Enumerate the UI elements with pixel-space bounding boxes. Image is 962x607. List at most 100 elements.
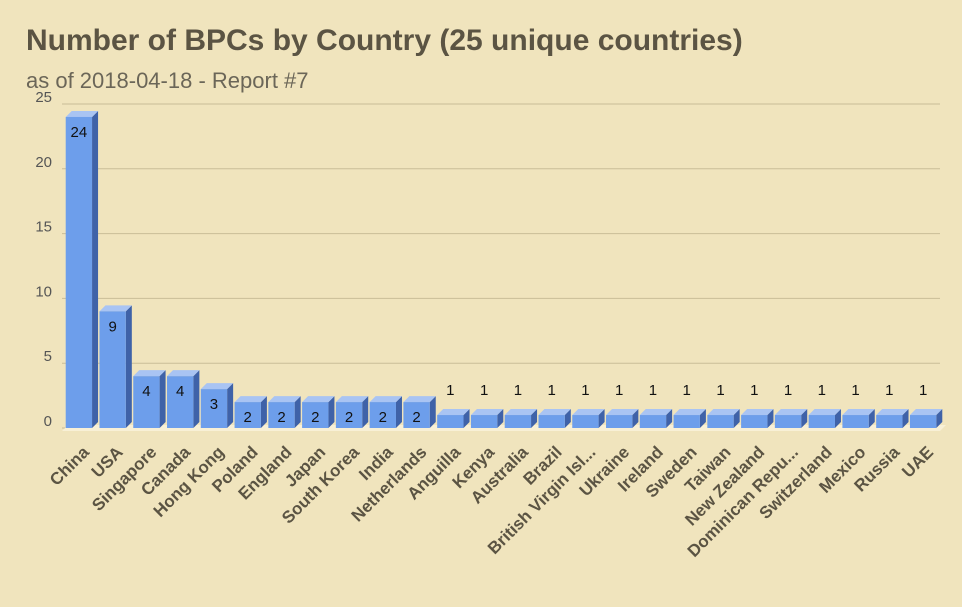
bar-front (437, 415, 464, 428)
bar-top (99, 305, 132, 312)
bar (538, 409, 571, 428)
value-label: 4 (142, 383, 150, 400)
value-label: 1 (818, 382, 826, 399)
bar-top (234, 396, 267, 403)
bar-side (699, 409, 706, 428)
chart-subtitle: as of 2018-04-18 - Report #7 (26, 68, 309, 93)
value-label: 1 (784, 382, 792, 399)
bar-front (504, 415, 532, 428)
bar-front (538, 415, 565, 428)
bar-side (834, 409, 841, 428)
bar-side (260, 396, 267, 428)
bar-front (707, 415, 734, 428)
bar-side (362, 396, 369, 428)
bar-side (227, 383, 234, 428)
value-label: 2 (345, 409, 353, 426)
value-label: 2 (277, 409, 285, 426)
bar (167, 370, 200, 428)
bar (335, 396, 369, 428)
bar (606, 409, 639, 428)
bar-side (395, 396, 402, 428)
bar-side (598, 409, 605, 428)
value-label: 1 (514, 382, 522, 399)
bar-top (741, 409, 774, 416)
bar-front (403, 402, 430, 428)
bar-side (429, 396, 436, 428)
bar (673, 409, 706, 428)
bar-top (133, 370, 166, 377)
bar (369, 396, 402, 428)
bar-top (606, 409, 639, 416)
bar-front (167, 376, 194, 428)
value-label: 1 (480, 382, 488, 399)
bar (234, 396, 267, 428)
bar-side (767, 409, 774, 428)
value-label: 1 (615, 382, 623, 399)
bar (741, 409, 774, 428)
bar-front (99, 311, 126, 428)
y-tick-label: 10 (35, 283, 52, 300)
bar-side (902, 409, 909, 428)
bar-front (774, 415, 802, 428)
value-label: 2 (379, 409, 387, 426)
bar (437, 409, 470, 428)
bar (572, 409, 605, 428)
bar (707, 409, 740, 428)
bar (808, 409, 841, 428)
bar-top (808, 409, 841, 416)
bar-front (470, 415, 498, 428)
bar (268, 396, 301, 428)
bar (909, 409, 943, 428)
bar-top (538, 409, 571, 416)
bar (639, 409, 673, 428)
bar-side (294, 396, 301, 428)
bar-front (876, 415, 903, 428)
bar (842, 409, 875, 428)
bar-side (801, 409, 808, 428)
bar-side (497, 409, 504, 428)
bar-side (632, 409, 639, 428)
y-tick-label: 25 (35, 89, 52, 106)
bar-top (639, 409, 673, 416)
bar-front (133, 376, 160, 428)
bar-side (868, 409, 875, 428)
value-label: 9 (108, 318, 116, 335)
bar-front (200, 389, 228, 428)
bar-front (909, 415, 937, 428)
value-label: 2 (412, 409, 420, 426)
bar-front (335, 402, 363, 428)
bar (403, 396, 436, 428)
bar-front (369, 402, 396, 428)
bar-top (65, 110, 99, 117)
bar-front (234, 402, 261, 428)
chart-title: Number of BPCs by Country (25 unique cou… (26, 24, 743, 57)
value-label: 2 (244, 409, 252, 426)
bar-front (639, 415, 667, 428)
bar-top (673, 409, 706, 416)
bar-top (504, 409, 538, 416)
bar-side (666, 409, 673, 428)
bar (876, 409, 909, 428)
value-label: 1 (750, 382, 758, 399)
bar-side (936, 409, 943, 428)
bar-top (403, 396, 436, 403)
bar (470, 409, 504, 428)
bar-top (335, 396, 369, 403)
bar (99, 305, 132, 428)
bar-top (470, 409, 504, 416)
bar-top (572, 409, 605, 416)
y-tick-label: 0 (44, 413, 52, 430)
bar-top (876, 409, 909, 416)
value-label: 1 (547, 382, 555, 399)
bar-front (808, 415, 835, 428)
bar-front (65, 116, 93, 429)
bar (133, 370, 166, 428)
bar-side (125, 305, 132, 428)
value-label: 1 (851, 382, 859, 399)
value-label: 1 (581, 382, 589, 399)
value-label: 4 (176, 383, 184, 400)
bar-top (909, 409, 943, 416)
y-tick-label: 15 (35, 219, 52, 236)
bar-front (572, 415, 599, 428)
